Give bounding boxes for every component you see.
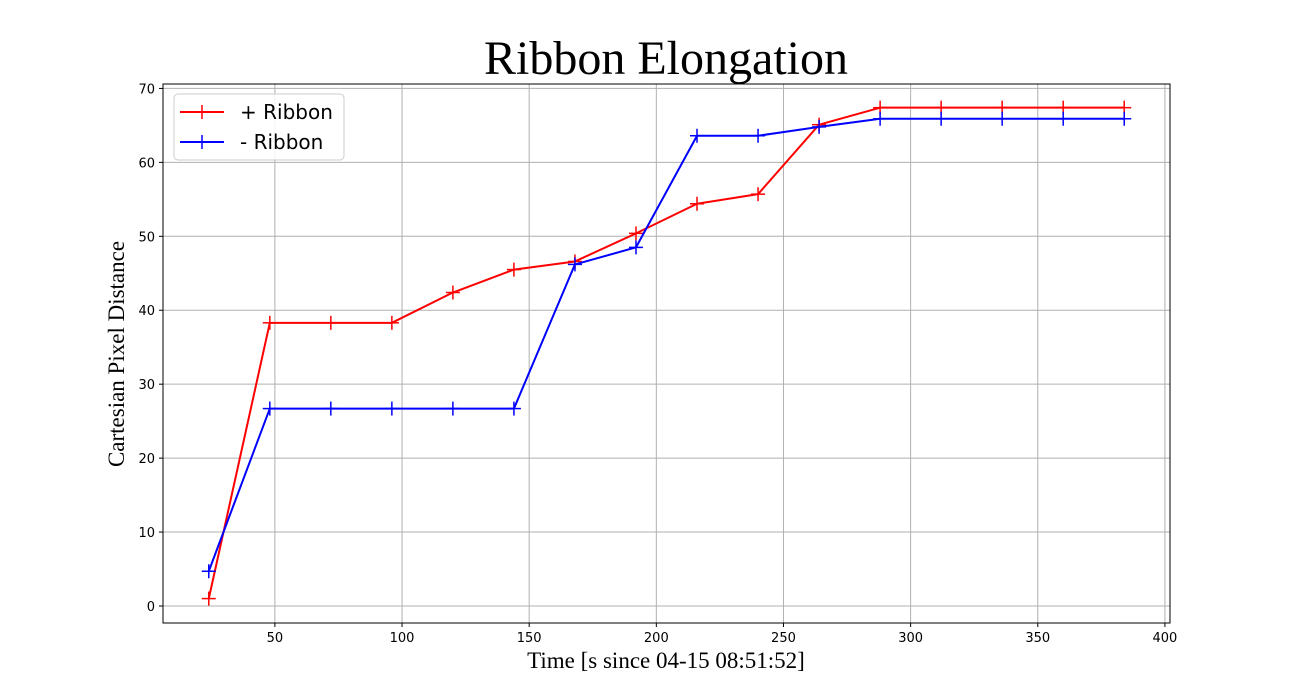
data-point (1117, 111, 1132, 126)
legend-entry: + Ribbon (180, 100, 333, 124)
y-tick-label: 70 (138, 82, 155, 97)
x-tick-label: 200 (644, 631, 669, 646)
y-tick-label: 20 (138, 452, 155, 467)
legend: + Ribbon - Ribbon (173, 93, 345, 161)
data-point (201, 591, 216, 606)
legend-label: - Ribbon (240, 130, 323, 154)
data-point (262, 401, 277, 416)
x-tick-label: 50 (267, 631, 284, 646)
data-point (628, 240, 643, 255)
x-tick-label: 350 (1025, 631, 1050, 646)
data-point (751, 128, 766, 143)
data-point (506, 401, 521, 416)
plot-frame (162, 83, 1171, 624)
chart-title: Ribbon Elongation (484, 32, 848, 85)
data-point (1056, 111, 1071, 126)
data-point (201, 564, 216, 579)
legend-box (173, 93, 345, 161)
x-tick-label: 250 (771, 631, 796, 646)
data-point (445, 285, 460, 300)
series-plus-ribbon (201, 100, 1132, 606)
data-point (262, 315, 277, 330)
series-line (207, 106, 1125, 599)
y-tick-label: 10 (138, 526, 155, 541)
data-point (445, 401, 460, 416)
data-point (506, 262, 521, 277)
x-axis-label: Time [s since 04-15 08:51:52] (527, 648, 805, 673)
series-line (207, 117, 1125, 572)
x-tick-label: 150 (517, 631, 542, 646)
series-minus-ribbon (201, 111, 1132, 579)
data-point (384, 401, 399, 416)
x-tick-label: 300 (898, 631, 923, 646)
data-point (384, 315, 399, 330)
y-tick-label: 50 (138, 230, 155, 245)
grid (163, 84, 1170, 623)
data-point (323, 315, 338, 330)
legend-label: + Ribbon (240, 100, 333, 124)
y-tick-label: 30 (138, 378, 155, 393)
axis-ticks: 50 100 150 200 250 300 350 400 0 10 20 30 40 50 60 70 (138, 82, 1177, 646)
data-point (934, 111, 949, 126)
data-point (812, 119, 827, 134)
x-tick-label: 400 (1153, 631, 1178, 646)
data-point (751, 187, 766, 202)
data-point (690, 196, 705, 211)
y-tick-label: 60 (138, 156, 155, 171)
data-point (628, 226, 643, 241)
series-layer (201, 100, 1132, 606)
y-tick-label: 40 (138, 304, 155, 319)
data-point (323, 401, 338, 416)
x-tick-label: 100 (390, 631, 415, 646)
data-point (873, 111, 888, 126)
data-point (567, 257, 582, 272)
legend-entry: - Ribbon (180, 130, 323, 154)
y-tick-label: 0 (147, 600, 155, 615)
y-axis-label: Cartesian Pixel Distance (104, 241, 129, 467)
data-point (690, 128, 705, 143)
data-point (995, 111, 1010, 126)
